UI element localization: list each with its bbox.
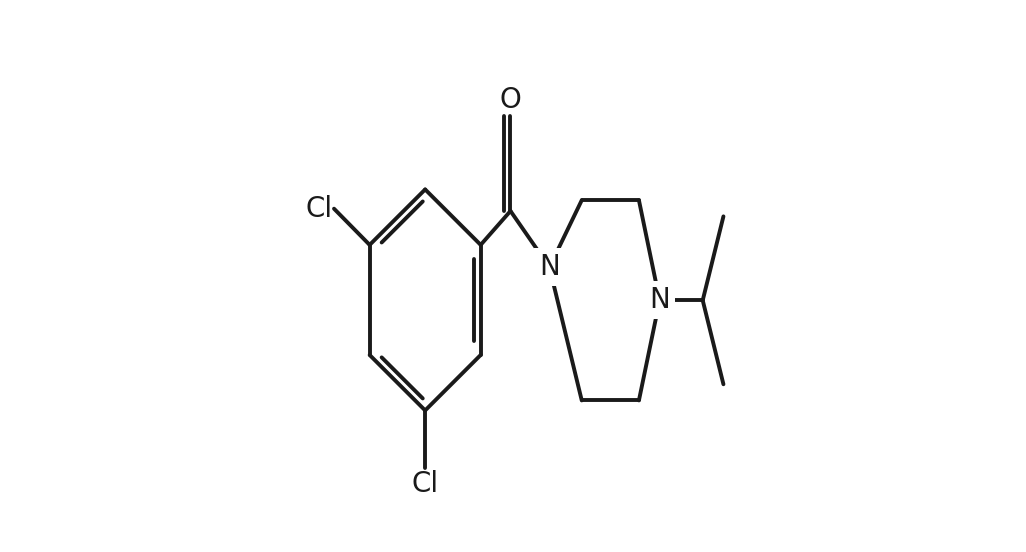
Text: O: O xyxy=(500,86,521,114)
Text: N: N xyxy=(649,286,670,314)
Text: N: N xyxy=(539,253,560,281)
Text: Cl: Cl xyxy=(306,195,332,222)
Text: Cl: Cl xyxy=(411,470,439,498)
